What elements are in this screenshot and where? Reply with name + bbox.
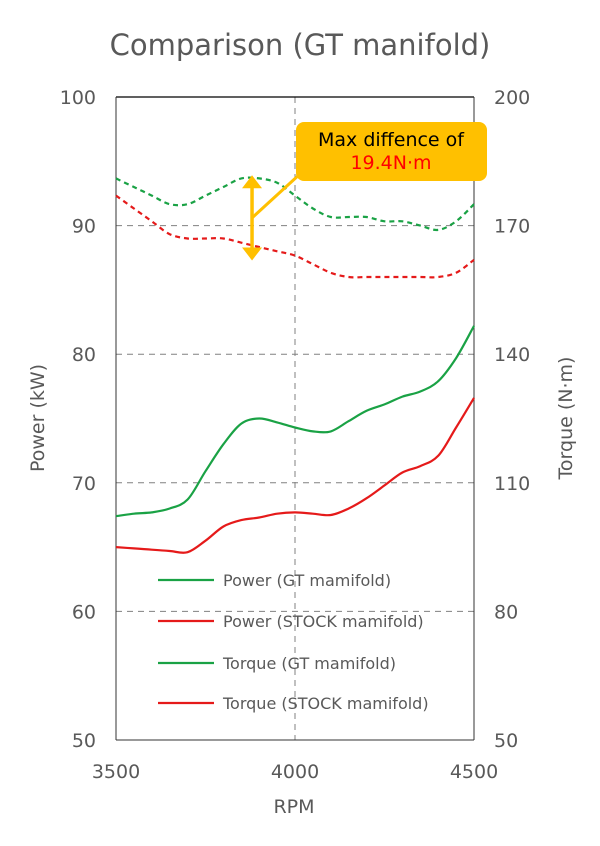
right-axis-title: Torque (N·m) — [555, 357, 577, 481]
x-tick-label-4000: 4000 — [271, 761, 319, 783]
series-line-torque-gt-mamifold — [115, 176, 475, 232]
callout-box — [296, 122, 487, 181]
callout-arrowhead-up — [242, 175, 263, 189]
left-axis-title: Power (kW) — [27, 364, 49, 472]
legend: Power (GT mamifold) Power (STOCK mamifold… — [158, 571, 429, 713]
left-tick-label-50: 50 — [72, 730, 96, 752]
x-tick-label-3500: 3500 — [92, 761, 140, 783]
x-tick-label-4500: 4500 — [450, 761, 498, 783]
right-tick-label-110: 110 — [494, 473, 530, 495]
callout-arrowhead-down — [242, 247, 263, 261]
right-tick-label-80: 80 — [494, 601, 518, 623]
left-tick-label-80: 80 — [72, 344, 96, 366]
left-tick-label-60: 60 — [72, 601, 96, 623]
left-tick-label-100: 100 — [60, 87, 96, 109]
right-axis-ticks: 50 80 110 140 170 200 — [494, 87, 530, 752]
callout-text-line2: 19.4N·m — [350, 152, 431, 174]
left-axis-ticks: 50 60 70 80 90 100 — [60, 87, 96, 752]
legend-label-power-stock-mamifold: Power (STOCK mamifold) — [223, 612, 424, 631]
right-tick-label-170: 170 — [494, 216, 530, 238]
right-tick-label-200: 200 — [494, 87, 530, 109]
series-line-torque-stock-mamifold — [115, 194, 475, 279]
axes — [115, 96, 475, 741]
left-tick-label-90: 90 — [72, 216, 96, 238]
series-line-power-gt-mamifold — [115, 325, 475, 518]
series-line-power-stock-mamifold — [115, 397, 475, 554]
series-lines — [115, 176, 475, 554]
x-axis-ticks: 3500 4000 4500 — [92, 761, 498, 783]
grid-lines — [116, 97, 474, 740]
legend-label-power-gt-mamifold: Power (GT mamifold) — [223, 571, 391, 590]
callout-leader-line — [251, 172, 302, 219]
legend-label-torque-stock-mamifold: Torque (STOCK mamifold) — [222, 694, 429, 713]
callout-text-line1: Max diffence of — [318, 129, 465, 151]
legend-label-torque-gt-mamifold: Torque (GT mamifold) — [222, 654, 396, 673]
chart-title: Comparison (GT manifold) — [110, 28, 491, 62]
x-axis-title: RPM — [273, 796, 314, 818]
right-tick-label-50: 50 — [494, 730, 518, 752]
right-tick-label-140: 140 — [494, 344, 530, 366]
left-tick-label-70: 70 — [72, 473, 96, 495]
